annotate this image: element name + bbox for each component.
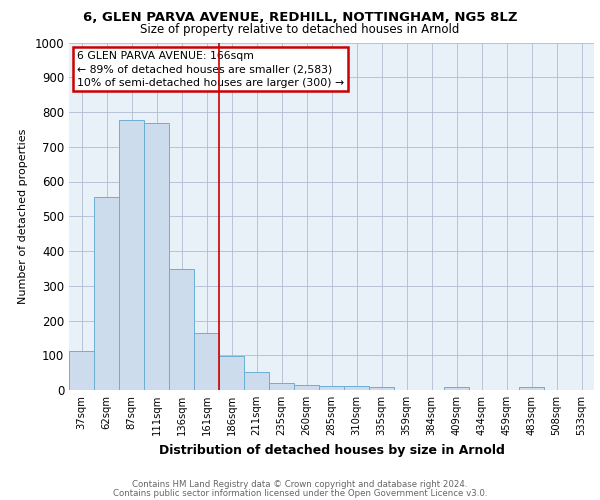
- Bar: [94, 197, 119, 390]
- Bar: [269, 383, 294, 390]
- Bar: [319, 386, 344, 390]
- Bar: [444, 387, 469, 390]
- Y-axis label: Number of detached properties: Number of detached properties: [17, 128, 28, 304]
- Text: Contains public sector information licensed under the Open Government Licence v3: Contains public sector information licen…: [113, 488, 487, 498]
- Bar: [519, 386, 544, 390]
- Bar: [194, 334, 219, 390]
- Bar: [119, 120, 144, 390]
- Bar: [219, 356, 244, 390]
- Bar: [244, 372, 269, 390]
- Bar: [169, 269, 194, 390]
- Bar: [69, 350, 94, 390]
- Bar: [294, 386, 319, 390]
- Bar: [344, 386, 369, 390]
- X-axis label: Distribution of detached houses by size in Arnold: Distribution of detached houses by size …: [158, 444, 505, 456]
- Text: Size of property relative to detached houses in Arnold: Size of property relative to detached ho…: [140, 22, 460, 36]
- Text: 6 GLEN PARVA AVENUE: 166sqm
← 89% of detached houses are smaller (2,583)
10% of : 6 GLEN PARVA AVENUE: 166sqm ← 89% of det…: [77, 51, 344, 88]
- Bar: [144, 123, 169, 390]
- Text: 6, GLEN PARVA AVENUE, REDHILL, NOTTINGHAM, NG5 8LZ: 6, GLEN PARVA AVENUE, REDHILL, NOTTINGHA…: [83, 11, 517, 24]
- Bar: [369, 387, 394, 390]
- Text: Contains HM Land Registry data © Crown copyright and database right 2024.: Contains HM Land Registry data © Crown c…: [132, 480, 468, 489]
